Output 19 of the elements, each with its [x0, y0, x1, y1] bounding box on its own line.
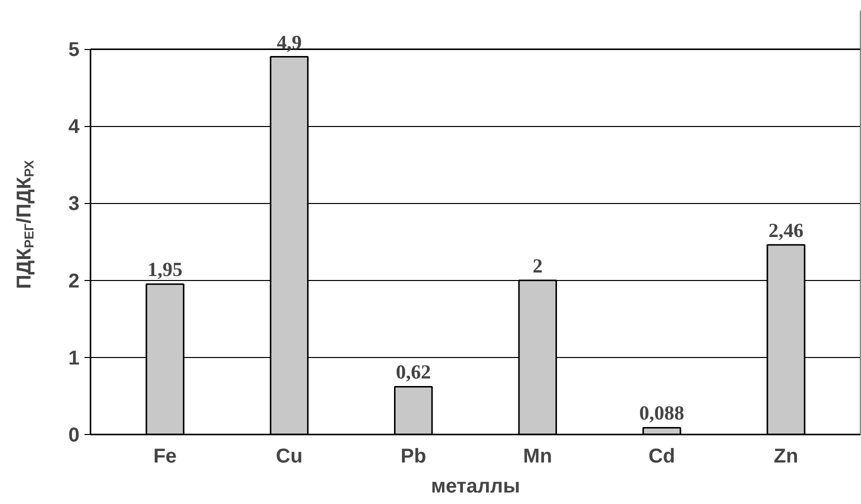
- x-tick-label: Zn: [774, 446, 798, 468]
- y-tick-label: 4: [68, 116, 80, 138]
- x-tick-label: Pb: [400, 446, 426, 468]
- data-label: 2,46: [768, 220, 804, 242]
- x-tick-label: Cu: [276, 446, 303, 468]
- y-tick-label: 3: [68, 193, 80, 216]
- x-axis-title: металлы: [430, 476, 520, 498]
- data-label: 4,9: [276, 32, 302, 54]
- x-tick-label: Mn: [523, 446, 552, 468]
- data-label: 0,62: [396, 362, 431, 384]
- y-tick-label: 1: [68, 347, 80, 370]
- y-tick-label: 2: [68, 270, 80, 292]
- data-label: 2: [532, 255, 543, 278]
- data-label: 0,088: [639, 402, 684, 425]
- data-label: 1,95: [148, 259, 183, 282]
- y-tick-label: 0: [68, 424, 80, 446]
- x-tick-label: Cd: [648, 446, 676, 468]
- y-tick-label: 5: [68, 39, 80, 62]
- x-tick-label: Fe: [153, 446, 177, 468]
